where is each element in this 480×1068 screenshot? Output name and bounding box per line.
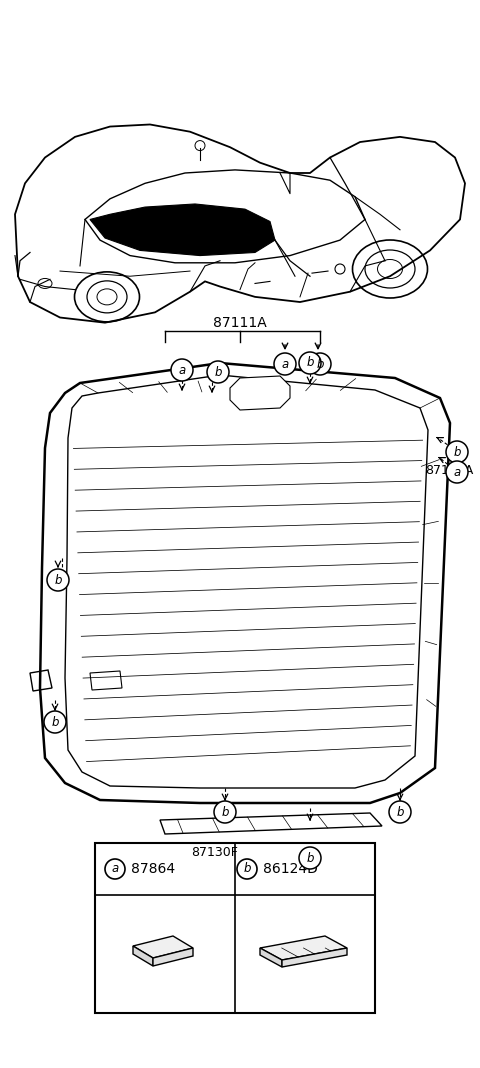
Circle shape xyxy=(214,801,236,823)
Text: b: b xyxy=(306,357,314,370)
Text: b: b xyxy=(214,365,222,378)
Text: 87864: 87864 xyxy=(131,862,175,876)
Circle shape xyxy=(237,859,257,879)
Polygon shape xyxy=(260,948,282,967)
Text: 87130A: 87130A xyxy=(425,464,473,476)
Text: b: b xyxy=(54,574,62,586)
Text: b: b xyxy=(316,358,324,371)
Circle shape xyxy=(389,801,411,823)
Polygon shape xyxy=(90,204,275,255)
Text: b: b xyxy=(243,863,251,876)
Polygon shape xyxy=(230,376,290,410)
Text: b: b xyxy=(51,716,59,728)
Text: a: a xyxy=(179,363,186,377)
Circle shape xyxy=(171,359,193,381)
Polygon shape xyxy=(133,936,193,958)
Circle shape xyxy=(207,361,229,383)
Polygon shape xyxy=(133,946,153,965)
Text: 86124D: 86124D xyxy=(263,862,318,876)
Circle shape xyxy=(446,441,468,464)
Text: a: a xyxy=(454,466,461,478)
Circle shape xyxy=(105,859,125,879)
Text: a: a xyxy=(111,863,119,876)
Text: b: b xyxy=(453,445,461,458)
Circle shape xyxy=(446,461,468,483)
Polygon shape xyxy=(153,948,193,965)
Text: b: b xyxy=(306,851,314,864)
Text: 87130F: 87130F xyxy=(192,846,239,859)
Text: b: b xyxy=(221,805,229,818)
Circle shape xyxy=(44,711,66,733)
Circle shape xyxy=(309,354,331,375)
Circle shape xyxy=(274,354,296,375)
Text: 87111A: 87111A xyxy=(213,316,267,330)
Circle shape xyxy=(299,352,321,374)
Text: a: a xyxy=(281,358,288,371)
Polygon shape xyxy=(282,948,347,967)
Text: b: b xyxy=(396,805,404,818)
Polygon shape xyxy=(260,936,347,960)
Circle shape xyxy=(299,847,321,869)
Circle shape xyxy=(47,569,69,591)
